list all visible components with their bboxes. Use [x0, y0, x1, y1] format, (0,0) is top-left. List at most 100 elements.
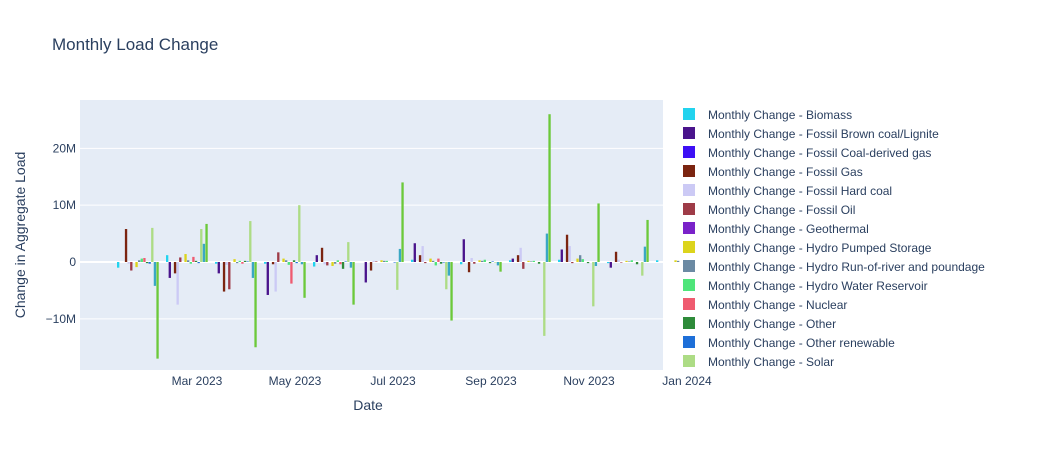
bar[interactable]: [607, 262, 610, 264]
bar[interactable]: [522, 262, 525, 269]
bar[interactable]: [140, 258, 143, 262]
legend-label[interactable]: Monthly Change - Hydro Water Reservoir: [708, 279, 928, 293]
bar[interactable]: [375, 261, 378, 262]
legend-swatch[interactable]: [683, 260, 695, 272]
legend-label[interactable]: Monthly Change - Biomass: [708, 108, 852, 122]
bar[interactable]: [411, 259, 414, 262]
bar[interactable]: [285, 260, 288, 262]
bar[interactable]: [124, 229, 128, 262]
legend-label[interactable]: Monthly Change - Other: [708, 317, 836, 331]
bar[interactable]: [467, 262, 471, 273]
bar[interactable]: [383, 260, 386, 262]
bar[interactable]: [499, 262, 502, 272]
bar[interactable]: [266, 262, 269, 295]
bar[interactable]: [483, 259, 486, 262]
bar[interactable]: [635, 262, 639, 265]
legend-label[interactable]: Monthly Change - Solar: [708, 355, 834, 369]
bar[interactable]: [156, 262, 159, 359]
bar[interactable]: [282, 258, 285, 262]
bar[interactable]: [646, 219, 649, 262]
bar[interactable]: [243, 260, 247, 262]
bar[interactable]: [344, 261, 347, 262]
bar[interactable]: [393, 262, 396, 263]
bar[interactable]: [315, 255, 318, 262]
bar[interactable]: [527, 260, 530, 262]
legend-swatch[interactable]: [683, 184, 695, 196]
legend-label[interactable]: Monthly Change - Hydro Run-of-river and …: [708, 260, 985, 274]
bar[interactable]: [429, 258, 432, 262]
legend-swatch[interactable]: [683, 298, 695, 310]
bar[interactable]: [238, 260, 241, 262]
bar[interactable]: [481, 260, 484, 262]
bar[interactable]: [233, 259, 236, 262]
bar[interactable]: [398, 248, 402, 262]
legend-label[interactable]: Monthly Change - Hydro Pumped Storage: [708, 241, 932, 255]
bar[interactable]: [421, 246, 424, 262]
bar[interactable]: [545, 233, 549, 262]
bar[interactable]: [491, 261, 494, 262]
bar[interactable]: [609, 262, 612, 268]
bar[interactable]: [300, 262, 304, 265]
bar[interactable]: [246, 261, 249, 262]
bar[interactable]: [313, 262, 316, 267]
bar[interactable]: [254, 262, 257, 348]
bar[interactable]: [641, 262, 644, 276]
legend-swatch[interactable]: [683, 279, 695, 291]
legend-label[interactable]: Monthly Change - Fossil Hard coal: [708, 184, 892, 198]
bar[interactable]: [396, 262, 399, 290]
bar[interactable]: [571, 262, 574, 264]
bar[interactable]: [450, 262, 453, 321]
bar[interactable]: [413, 243, 416, 262]
bar[interactable]: [194, 260, 198, 262]
legend-swatch[interactable]: [683, 317, 695, 329]
bar[interactable]: [241, 262, 244, 264]
bar[interactable]: [496, 262, 500, 266]
bar[interactable]: [558, 259, 561, 262]
bar[interactable]: [494, 262, 497, 263]
legend-label[interactable]: Monthly Change - Geothermal: [708, 222, 869, 236]
legend-swatch[interactable]: [683, 127, 695, 139]
bar[interactable]: [336, 260, 339, 262]
bar[interactable]: [222, 262, 226, 292]
bar[interactable]: [339, 262, 342, 265]
bar[interactable]: [151, 227, 154, 262]
bar[interactable]: [326, 262, 329, 266]
legend-label[interactable]: Monthly Change - Other renewable: [708, 336, 895, 350]
bar[interactable]: [236, 262, 239, 264]
bar[interactable]: [568, 246, 571, 262]
bar[interactable]: [614, 251, 618, 262]
bar[interactable]: [292, 260, 296, 262]
legend-label[interactable]: Monthly Change - Fossil Brown coal/Ligni…: [708, 127, 939, 141]
bar[interactable]: [166, 255, 169, 262]
bar[interactable]: [271, 262, 275, 265]
bar[interactable]: [303, 262, 306, 298]
bar[interactable]: [625, 260, 628, 262]
bar[interactable]: [460, 262, 463, 265]
bar[interactable]: [148, 262, 151, 264]
bar[interactable]: [509, 260, 512, 262]
bar[interactable]: [473, 262, 476, 264]
bar[interactable]: [200, 229, 203, 262]
bar[interactable]: [225, 262, 228, 265]
bar[interactable]: [143, 258, 146, 262]
bar[interactable]: [442, 262, 445, 263]
bar[interactable]: [543, 262, 546, 336]
bar[interactable]: [341, 262, 345, 269]
bar[interactable]: [295, 262, 298, 264]
bar[interactable]: [364, 262, 367, 283]
bar[interactable]: [656, 260, 659, 262]
bar[interactable]: [205, 223, 208, 262]
bar[interactable]: [323, 262, 326, 265]
legend-swatch[interactable]: [683, 355, 695, 367]
bar[interactable]: [643, 246, 647, 262]
bar[interactable]: [576, 258, 579, 262]
bar[interactable]: [202, 243, 206, 262]
bar[interactable]: [277, 252, 280, 262]
bar[interactable]: [179, 257, 182, 262]
bar[interactable]: [530, 261, 533, 262]
bar[interactable]: [135, 262, 138, 268]
bar[interactable]: [447, 262, 451, 276]
bar[interactable]: [274, 262, 277, 292]
bar[interactable]: [418, 255, 422, 262]
legend-label[interactable]: Monthly Change - Fossil Oil: [708, 203, 855, 217]
